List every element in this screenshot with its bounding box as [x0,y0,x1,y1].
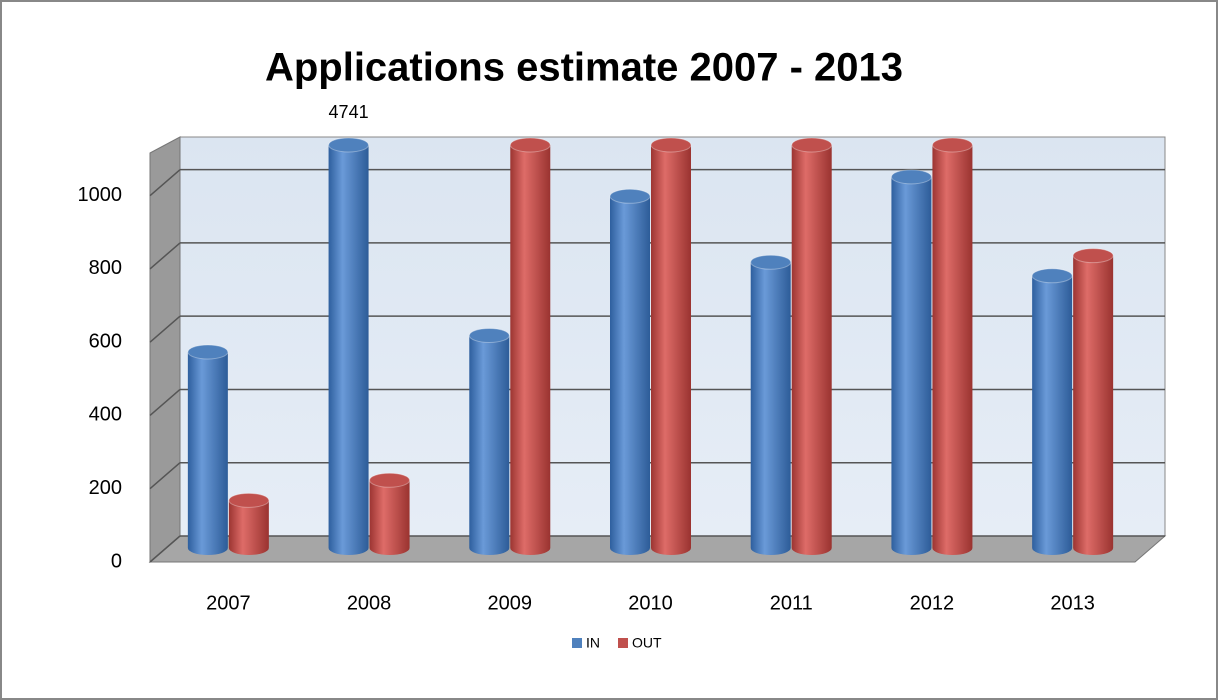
data-label: 4741 [329,102,369,122]
legend-swatch [618,638,628,648]
grid-line-side [149,535,181,563]
x-tick-label: 2008 [347,592,392,614]
bar [509,137,551,556]
y-tick-label: 400 [89,404,122,426]
bar [1031,268,1073,556]
x-tick-label: 2009 [488,592,533,614]
cylinder-body [510,145,551,556]
bar [750,254,792,556]
cylinder-top [609,188,651,204]
cylinder-body [328,145,369,556]
x-tick-label: 2012 [910,592,955,614]
cylinder-top [791,137,833,153]
bar [650,137,692,555]
y-tick-label: 600 [89,330,122,352]
cylinder-body [228,500,269,556]
x-tick-label: 2010 [628,592,673,614]
grid-line-side [149,242,181,270]
bar [1072,248,1114,556]
x-tick-label: 2011 [770,592,813,614]
cylinder-body [187,351,228,556]
cylinder-top [369,472,411,488]
grid-line-side [149,462,181,490]
grid-line-side [149,315,181,343]
chart-title: Applications estimate 2007 - 2013 [265,46,903,90]
x-tick-label: 2013 [1050,592,1095,614]
cylinder-top [1031,268,1073,284]
cylinder-body [1073,255,1114,556]
cylinder-top [890,169,932,185]
bar [187,344,229,556]
legend-label: OUT [632,635,662,651]
cylinder-body [891,176,932,556]
bar [890,169,932,556]
grid-line-side [149,169,181,197]
cylinder-top [750,254,792,270]
bar [369,472,411,556]
cylinder-body [610,196,650,556]
bar [228,492,270,556]
cylinder-top [228,492,270,508]
y-tick-label: 800 [89,257,122,279]
cylinder-body [791,145,832,556]
bar [609,188,651,556]
legend-swatch [572,638,582,648]
cylinder-body [651,145,691,555]
cylinder-top [328,137,370,153]
x-tick-label: 2007 [206,592,251,614]
cylinder-top [187,344,229,360]
grid-line-side [149,388,181,417]
y-tick-label: 200 [89,477,122,499]
cylinder-body [369,480,410,556]
cylinder-top [509,137,551,153]
cylinder-top [650,137,692,153]
cylinder-body [469,335,510,556]
bar [468,328,510,556]
cylinder-body [932,145,973,556]
cylinder-top [931,137,973,153]
legend-label: IN [586,635,600,651]
cylinder-body [750,262,791,556]
cylinder-body [1032,275,1073,556]
bar [791,137,833,556]
side-wall [149,136,181,564]
y-tick-label: 0 [111,550,122,572]
cylinder-top [468,328,510,344]
cylinder-top [1072,248,1114,264]
bar [328,137,370,556]
y-tick-label: 1000 [78,184,123,206]
bar [931,137,973,556]
